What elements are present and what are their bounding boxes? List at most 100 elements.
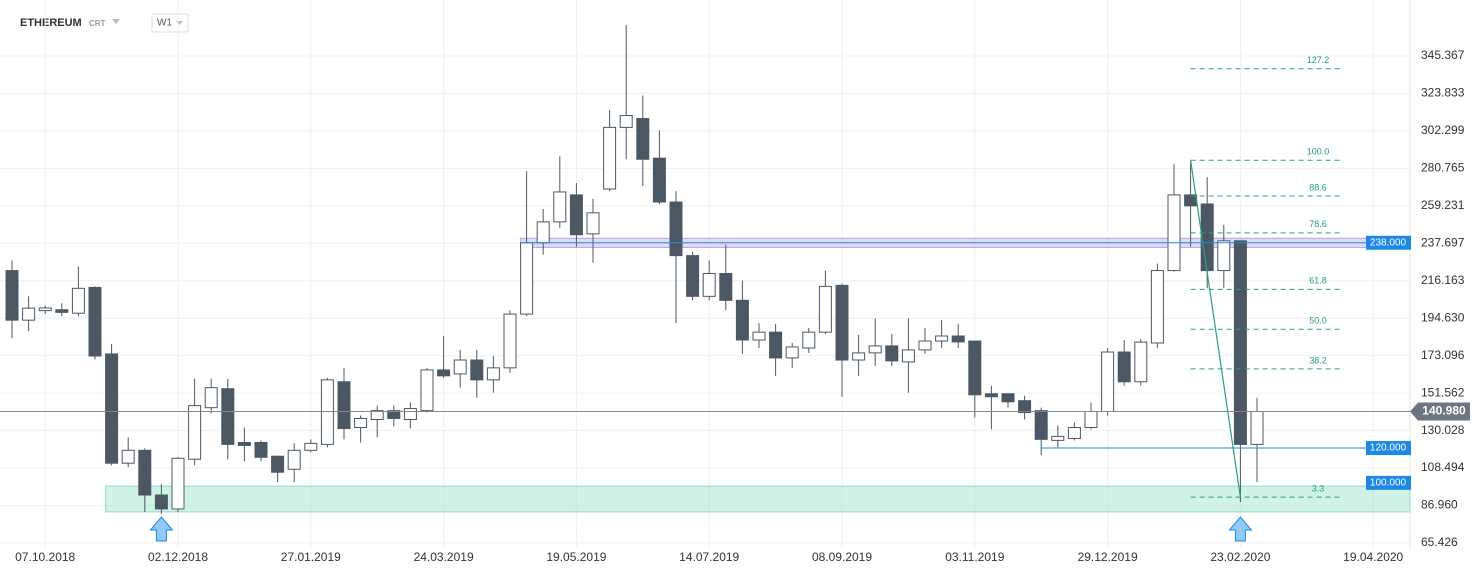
y-tick-label: 302.299 — [1421, 123, 1465, 137]
level-badge — [1366, 475, 1411, 490]
candle-body — [237, 441, 251, 446]
candle-body — [636, 118, 650, 160]
candle-body — [619, 115, 633, 128]
candle-body — [387, 410, 401, 419]
candle-body — [1117, 351, 1131, 383]
candle-body — [88, 286, 102, 357]
candle-body — [719, 273, 733, 301]
candle-body — [453, 359, 467, 375]
candle-body — [752, 331, 766, 341]
candle-body — [254, 441, 268, 458]
candle-body — [1084, 411, 1098, 429]
candle-body — [1101, 351, 1115, 413]
candles-layer — [5, 25, 1264, 514]
candle-body — [885, 345, 899, 362]
chart-title: ETHEREUM — [20, 17, 82, 29]
candle-body — [1184, 194, 1198, 207]
y-tick-label: 280.765 — [1421, 161, 1465, 175]
candle-body — [55, 309, 69, 313]
y-tick-label: 216.163 — [1421, 273, 1465, 287]
y-tick-label: 259.231 — [1421, 198, 1465, 212]
x-tick-label: 29.12.2019 — [1078, 550, 1138, 564]
candle-body — [271, 455, 285, 473]
x-tick-label: 02.12.2018 — [148, 550, 208, 564]
candle-body — [204, 387, 218, 409]
last-price-label: 140.980 — [1422, 404, 1466, 418]
dropdown-arrow[interactable] — [112, 19, 120, 24]
last-price-badge — [1410, 402, 1470, 421]
candle-body — [188, 405, 202, 460]
candle-body — [802, 331, 816, 349]
fib-label: 78.6 — [1309, 219, 1327, 229]
candle-body — [586, 212, 600, 235]
level-label: 120.000 — [1370, 443, 1407, 454]
y-tick-label: 108.494 — [1421, 460, 1465, 474]
candle-body — [1250, 411, 1264, 445]
candle-body — [71, 287, 85, 314]
candle-body — [486, 367, 500, 381]
candle-body — [1233, 240, 1247, 445]
fib-label: 100.0 — [1307, 147, 1330, 157]
candle-body — [951, 335, 965, 343]
candle-body — [935, 335, 949, 342]
timeframe: W1 — [157, 18, 172, 29]
candle-body — [304, 442, 318, 451]
fib-label: 38.2 — [1309, 355, 1327, 365]
y-tick-label: 345.367 — [1421, 48, 1465, 62]
y-tick-label: 130.028 — [1421, 423, 1465, 437]
candle-body — [370, 410, 384, 421]
candle-body — [138, 449, 152, 496]
candle-body — [1034, 410, 1048, 440]
candle-body — [735, 299, 749, 341]
candle-body — [320, 379, 334, 445]
candle-body — [520, 242, 534, 315]
candle-body — [1217, 240, 1231, 272]
candle-body — [785, 346, 799, 359]
x-tick-label: 07.10.2018 — [15, 550, 75, 564]
candle-body — [171, 457, 185, 510]
candle-body — [984, 393, 998, 398]
x-tick-label: 23.02.2020 — [1210, 550, 1270, 564]
fib-label: 127.2 — [1307, 55, 1330, 65]
candle-body — [287, 449, 301, 470]
candle-body — [1067, 427, 1081, 439]
candle-body — [221, 388, 235, 445]
x-tick-label: 14.07.2019 — [679, 550, 739, 564]
y-tick-label: 151.562 — [1421, 385, 1465, 399]
level-badge — [1366, 235, 1411, 250]
candle-body — [337, 381, 351, 430]
x-tick-label: 03.11.2019 — [945, 550, 1004, 564]
candle-body — [403, 408, 417, 421]
candle-body — [536, 221, 550, 244]
subtitle: CRT — [89, 19, 106, 28]
y-tick-label: 194.630 — [1421, 310, 1465, 324]
candle-body — [1150, 270, 1164, 344]
candle-body — [835, 284, 849, 361]
candle-body — [968, 340, 982, 396]
y-tick-label: 237.697 — [1421, 235, 1465, 249]
y-tick-label: 86.960 — [1421, 498, 1458, 512]
candle-body — [1167, 194, 1181, 272]
candle-body — [901, 349, 915, 363]
candle-body — [669, 201, 683, 257]
y-tick-label: 65.426 — [1421, 535, 1458, 549]
candle-body — [569, 194, 583, 236]
signal-arrow — [1228, 516, 1253, 542]
candle-body — [503, 313, 517, 369]
candle-body — [652, 157, 666, 203]
candle-body — [38, 307, 52, 312]
fib-label: 61.8 — [1309, 276, 1327, 286]
candle-body — [868, 345, 882, 354]
x-tick-label: 19.04.2020 — [1343, 550, 1403, 564]
y-tick-label: 323.833 — [1421, 86, 1465, 100]
timeframe-button[interactable] — [151, 13, 189, 33]
candle-body — [437, 369, 451, 377]
zones-layer — [105, 237, 1411, 513]
candle-body — [1134, 341, 1148, 383]
candle-body — [1018, 400, 1032, 414]
level-label: 238.000 — [1370, 237, 1407, 248]
candle-body — [105, 353, 119, 464]
candle-body — [818, 285, 832, 333]
candle-body — [702, 273, 716, 297]
fib-label: 3.3 — [1312, 483, 1325, 493]
